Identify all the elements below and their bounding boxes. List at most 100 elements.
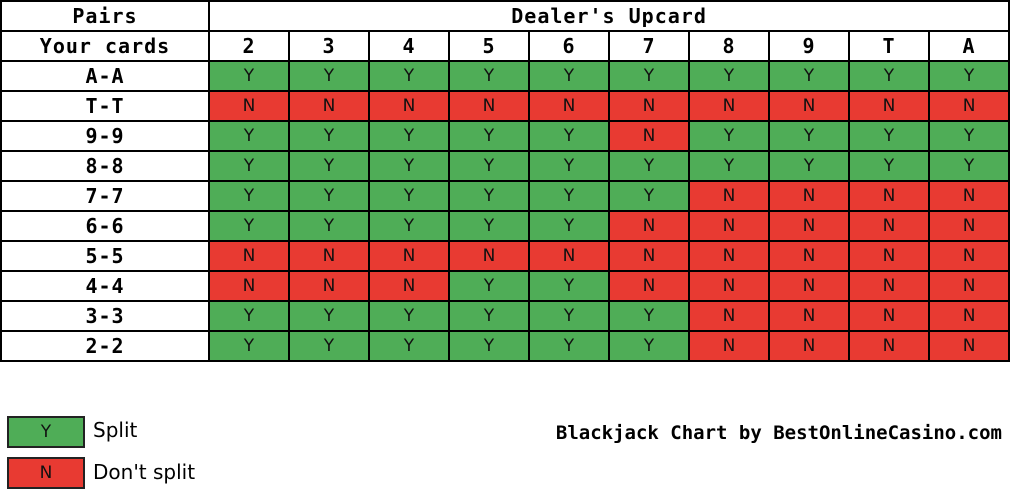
hand-label: T-T [0, 90, 210, 122]
no-split-cell: N [768, 330, 850, 362]
no-split-cell: N [288, 240, 370, 272]
split-cell: Y [528, 300, 610, 332]
no-split-cell: N [848, 90, 930, 122]
no-split-cell: N [688, 90, 770, 122]
legend-split-swatch: Y [7, 416, 85, 448]
no-split-cell: N [288, 90, 370, 122]
split-cell: Y [288, 120, 370, 152]
upcard-8: 8 [688, 30, 770, 62]
no-split-cell: N [608, 270, 690, 302]
table-row: A-A Y Y Y Y Y Y Y Y Y Y [0, 60, 1011, 92]
header-row-2: Your cards 2 3 4 5 6 7 8 9 T A [0, 30, 1011, 62]
no-split-cell: N [288, 270, 370, 302]
split-cell: Y [848, 120, 930, 152]
split-cell: Y [208, 60, 290, 92]
split-cell: Y [608, 150, 690, 182]
split-cell: Y [368, 150, 450, 182]
no-split-cell: N [848, 180, 930, 212]
split-cell: Y [208, 120, 290, 152]
upcard-4: 4 [368, 30, 450, 62]
split-cell: Y [768, 150, 850, 182]
legend-nosplit-swatch: N [7, 457, 85, 489]
no-split-cell: N [528, 90, 610, 122]
split-cell: Y [288, 150, 370, 182]
no-split-cell: N [368, 270, 450, 302]
table-row: T-T N N N N N N N N N N [0, 90, 1011, 122]
legend-nosplit-label: Don't split [93, 460, 196, 484]
table-row: 4-4 N N N Y Y N N N N N [0, 270, 1011, 302]
chart-credit: Blackjack Chart by BestOnlineCasino.com [555, 422, 1002, 444]
split-cell: Y [368, 300, 450, 332]
split-cell: Y [688, 120, 770, 152]
no-split-cell: N [208, 90, 290, 122]
split-cell: Y [448, 180, 530, 212]
upcard-a: A [927, 30, 1011, 62]
hand-label: 5-5 [0, 240, 210, 272]
upcard-6: 6 [528, 30, 610, 62]
split-strategy-table: Pairs Dealer's Upcard Your cards 2 3 4 5… [0, 0, 1011, 362]
split-cell: Y [368, 210, 450, 242]
dealer-upcard-header: Dealer's Upcard [207, 0, 1011, 32]
hand-label: 6-6 [0, 210, 210, 242]
split-cell: Y [608, 180, 690, 212]
no-split-cell: N [768, 180, 850, 212]
no-split-cell: N [848, 210, 930, 242]
split-cell: Y [448, 150, 530, 182]
no-split-cell: N [688, 330, 770, 362]
split-cell: Y [208, 180, 290, 212]
split-cell: Y [448, 270, 530, 302]
hand-label: A-A [0, 60, 210, 92]
no-split-cell: N [768, 270, 850, 302]
table-row: 2-2 Y Y Y Y Y Y N N N N [0, 330, 1011, 362]
no-split-cell: N [927, 300, 1011, 332]
split-cell: Y [608, 60, 690, 92]
no-split-cell: N [688, 300, 770, 332]
no-split-cell: N [768, 300, 850, 332]
hand-label: 7-7 [0, 180, 210, 212]
no-split-cell: N [608, 210, 690, 242]
no-split-cell: N [927, 270, 1011, 302]
hand-label: 8-8 [0, 150, 210, 182]
split-cell: Y [368, 330, 450, 362]
legend-split-symbol: Y [40, 422, 52, 442]
hand-label: 3-3 [0, 300, 210, 332]
split-cell: Y [288, 330, 370, 362]
no-split-cell: N [208, 270, 290, 302]
split-cell: Y [528, 120, 610, 152]
split-cell: Y [768, 120, 850, 152]
pairs-header: Pairs [0, 0, 210, 32]
no-split-cell: N [368, 90, 450, 122]
split-cell: Y [528, 150, 610, 182]
legend-nosplit-symbol: N [39, 463, 53, 483]
split-cell: Y [528, 210, 610, 242]
table-row: 6-6 Y Y Y Y Y N N N N N [0, 210, 1011, 242]
split-cell: Y [448, 330, 530, 362]
upcard-5: 5 [448, 30, 530, 62]
no-split-cell: N [768, 240, 850, 272]
split-cell: Y [528, 270, 610, 302]
upcard-t: T [848, 30, 930, 62]
split-cell: Y [368, 180, 450, 212]
no-split-cell: N [927, 210, 1011, 242]
split-cell: Y [528, 60, 610, 92]
split-cell: Y [848, 150, 930, 182]
no-split-cell: N [608, 120, 690, 152]
no-split-cell: N [608, 90, 690, 122]
no-split-cell: N [448, 90, 530, 122]
no-split-cell: N [848, 300, 930, 332]
split-cell: Y [208, 330, 290, 362]
your-cards-header: Your cards [0, 30, 210, 62]
header-row-1: Pairs Dealer's Upcard [0, 0, 1011, 32]
split-cell: Y [927, 120, 1011, 152]
no-split-cell: N [688, 210, 770, 242]
no-split-cell: N [927, 330, 1011, 362]
no-split-cell: N [528, 240, 610, 272]
table-row: 3-3 Y Y Y Y Y Y N N N N [0, 300, 1011, 332]
split-cell: Y [368, 120, 450, 152]
no-split-cell: N [208, 240, 290, 272]
no-split-cell: N [768, 90, 850, 122]
table-row: 7-7 Y Y Y Y Y Y N N N N [0, 180, 1011, 212]
no-split-cell: N [848, 240, 930, 272]
split-cell: Y [288, 210, 370, 242]
split-cell: Y [608, 330, 690, 362]
